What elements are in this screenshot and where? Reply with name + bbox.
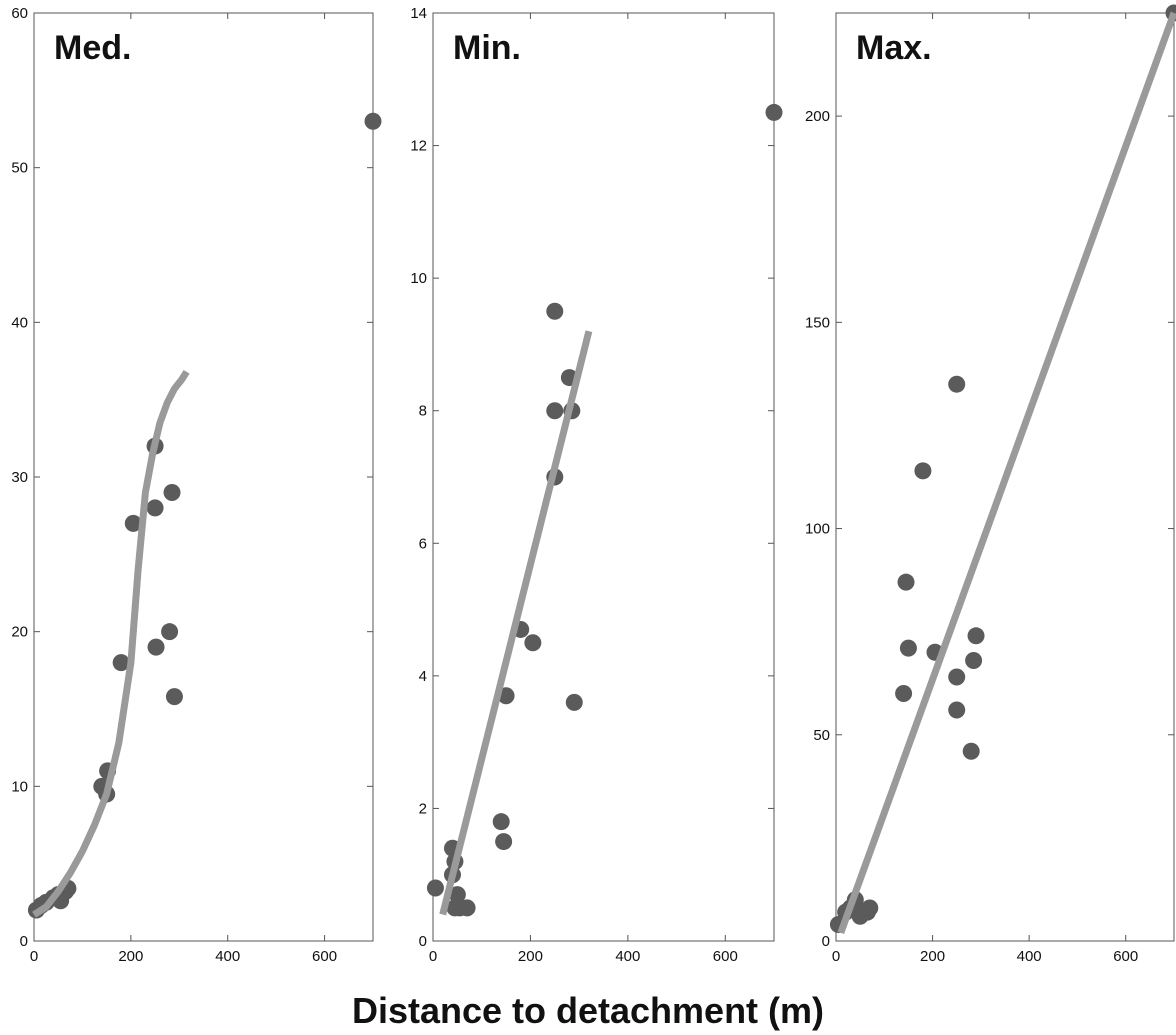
y-tick-label: 100 [805, 521, 830, 538]
data-point [965, 652, 983, 670]
data-point [899, 639, 917, 657]
data-point [948, 701, 966, 719]
panel-min: 0 200 400 600 0 2 4 6 8 10 12 14 Min. [410, 5, 783, 965]
y-tick-label: 20 [11, 624, 28, 641]
y-tick-label: 12 [410, 138, 427, 155]
data-point [967, 627, 985, 645]
x-tick-label: 400 [215, 948, 240, 965]
fit-line [32, 369, 190, 918]
data-point [962, 742, 980, 760]
data-point [948, 668, 966, 686]
y-tick-label: 0 [20, 933, 28, 950]
data-point [565, 693, 583, 711]
data-point [897, 573, 915, 591]
data-point [364, 112, 382, 130]
data-point [458, 899, 476, 917]
x-tick-label: 200 [920, 948, 945, 965]
x-tick-label: 0 [30, 948, 38, 965]
data-point [161, 623, 179, 641]
fit-line [837, 11, 1176, 934]
y-tick-label: 0 [822, 933, 830, 950]
x-tick-label: 200 [118, 948, 143, 965]
x-tick-label: 600 [713, 948, 738, 965]
data-point [112, 654, 130, 672]
y-tick-label: 200 [805, 108, 830, 125]
panel-title: Med. [54, 29, 131, 67]
y-tick-label: 30 [11, 469, 28, 486]
y-tick-label: 4 [419, 668, 427, 685]
plot-frame [432, 12, 775, 942]
x-tick-label: 200 [518, 948, 543, 965]
data-point [124, 514, 142, 532]
panel-title: Max. [856, 29, 932, 67]
plot-frame [33, 12, 374, 942]
y-tick-label: 150 [805, 314, 830, 331]
data-point [524, 634, 542, 652]
x-tick-label: 600 [312, 948, 337, 965]
data-point [914, 462, 932, 480]
y-tick-label: 14 [410, 5, 427, 22]
y-tick-label: 6 [419, 535, 427, 552]
data-point [546, 402, 564, 420]
y-tick-label: 10 [11, 778, 28, 795]
data-point [147, 638, 165, 656]
x-tick-label: 600 [1113, 948, 1138, 965]
data-point [546, 302, 564, 320]
data-point [163, 483, 181, 501]
data-point [146, 499, 164, 517]
x-tick-label: 400 [1017, 948, 1042, 965]
fit-line [439, 330, 593, 916]
y-tick-label: 50 [11, 160, 28, 177]
data-point [765, 103, 783, 121]
data-point [495, 833, 513, 851]
y-tick-label: 2 [419, 800, 427, 817]
data-point [895, 685, 913, 703]
y-tick-label: 40 [11, 314, 28, 331]
data-point [446, 899, 464, 917]
data-point [861, 899, 879, 917]
panel-med: 0 200 400 600 0 10 20 30 40 50 60 Med. [11, 5, 382, 965]
panel-title: Min. [453, 29, 521, 67]
x-axis-label: Distance to detachment (m) [351, 990, 825, 1031]
panel-max: 0 200 400 600 0 50 100 150 200 Max. [805, 4, 1176, 965]
data-point [165, 688, 183, 706]
y-tick-label: 60 [11, 5, 28, 22]
data-point [948, 375, 966, 393]
x-tick-label: 400 [615, 948, 640, 965]
x-tick-label: 0 [832, 948, 840, 965]
data-point [448, 886, 466, 904]
y-tick-label: 10 [410, 270, 427, 287]
data-point [426, 879, 444, 897]
y-tick-label: 0 [419, 933, 427, 950]
data-point [492, 813, 510, 831]
y-tick-label: 8 [419, 403, 427, 420]
y-tick-label: 50 [813, 727, 830, 744]
x-tick-label: 0 [429, 948, 437, 965]
